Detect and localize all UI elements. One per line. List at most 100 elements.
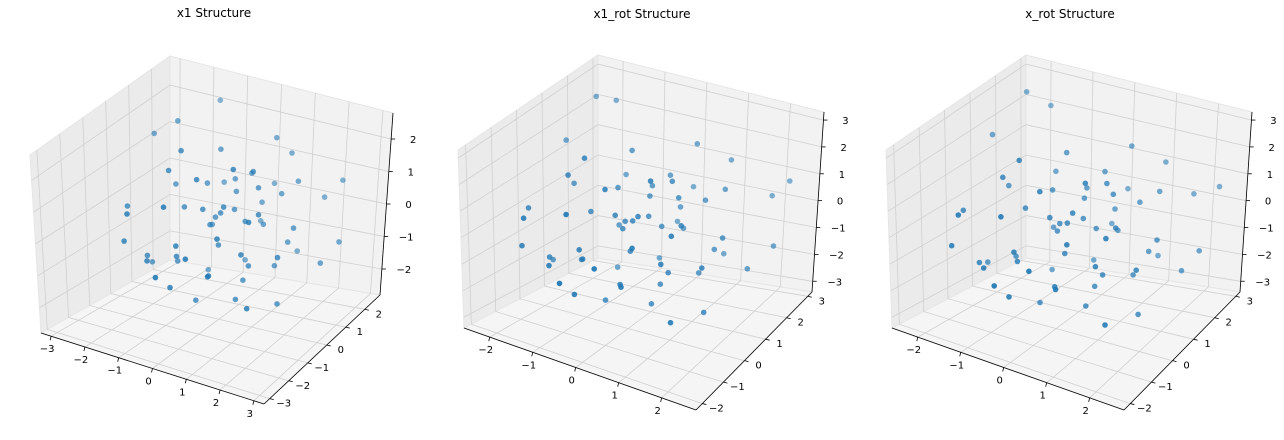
z-gridline [31, 84, 392, 181]
x-tick-label: 2 [654, 406, 660, 417]
z-tick-label: −3 [827, 277, 842, 288]
data-point [1110, 191, 1117, 198]
x-tick-mark [151, 368, 153, 373]
y-gridline [918, 127, 1152, 383]
data-point [1011, 249, 1017, 255]
chart-title: x1_rot Structure [593, 7, 690, 21]
x-tick-mark [49, 336, 52, 341]
data-point [1092, 263, 1099, 270]
x-gridline [219, 101, 350, 391]
data-point [520, 215, 527, 221]
data-point [1080, 215, 1087, 222]
data-point [1135, 311, 1141, 318]
data-point [677, 204, 684, 210]
y-gridline [36, 150, 270, 399]
scatter3d-x1: −3 −2 −1 0 1 2 3 −3 −2 −1 0 1 2 −2 −1 0 1 2 x1 Structure [29, 6, 416, 420]
data-point [250, 168, 257, 175]
y-tick-mark [723, 381, 728, 384]
data-point [1112, 206, 1118, 212]
x-tick-mark [488, 337, 491, 342]
data-point [1103, 235, 1109, 242]
data-point [1145, 248, 1152, 255]
x-tick-label: −2 [478, 345, 493, 356]
y-gridline [105, 101, 327, 346]
data-point [989, 131, 996, 138]
y-tick-mark [288, 380, 293, 383]
data-point [1099, 272, 1106, 278]
y-tick-mark [1151, 381, 1156, 384]
data-point [550, 256, 556, 263]
data-point [602, 297, 609, 303]
y-gridline [1020, 58, 1236, 297]
y-gridline [893, 144, 1131, 404]
y-axis-line [1123, 291, 1241, 411]
y-tick-label: 0 [755, 361, 761, 372]
x-gridline [917, 61, 1052, 338]
data-point [205, 266, 212, 273]
data-point [274, 254, 281, 261]
data-point [124, 203, 131, 209]
data-point [204, 180, 211, 186]
x-tick-label: 0 [569, 375, 575, 386]
z-gridline [458, 63, 824, 159]
x-tick-label: −2 [906, 345, 921, 356]
data-point [1178, 267, 1185, 274]
y-tick-label: 1 [776, 339, 782, 350]
z-gridline [35, 157, 387, 245]
y-tick-label: −1 [1158, 382, 1173, 393]
y-tick-label: 3 [819, 296, 825, 307]
data-point [593, 93, 599, 100]
x-tick-label: −3 [40, 344, 55, 355]
data-point [238, 252, 244, 258]
data-point [678, 223, 684, 229]
data-point [290, 225, 297, 231]
data-point [668, 233, 675, 240]
data-point [317, 260, 324, 266]
x-gridline [186, 93, 316, 380]
data-point [1064, 242, 1070, 248]
chart-title: x1 Structure [177, 6, 251, 20]
data-point [1023, 89, 1030, 95]
y-tick-mark [807, 295, 812, 298]
x-tick-label: 1 [179, 387, 185, 398]
x-gridline [1046, 92, 1178, 384]
data-point [221, 179, 227, 185]
z-tick-label: 0 [405, 200, 411, 211]
data-point [173, 253, 180, 260]
data-point [1082, 180, 1089, 187]
data-point [629, 147, 635, 154]
y-gridline [82, 117, 308, 364]
z-tick-label: 0 [837, 197, 843, 208]
data-point [144, 258, 150, 264]
chart-panel-x-rot: −2 −1 0 1 2 −2 −1 0 1 2 3 −3 −2 −1 0 1 2 3 x_rot Structure [856, 0, 1284, 440]
y-tick-label: 0 [1183, 361, 1189, 372]
data-point [622, 218, 628, 225]
y-tick-mark [269, 398, 274, 401]
data-point [1154, 237, 1160, 243]
data-point [240, 277, 246, 284]
data-point [719, 235, 726, 241]
data-point [658, 223, 665, 230]
data-point [565, 172, 571, 178]
data-point [721, 250, 727, 257]
data-point [245, 263, 252, 269]
data-point [667, 319, 674, 326]
data-point [579, 256, 586, 262]
z-gridline [891, 245, 1241, 318]
data-point [259, 199, 265, 205]
y-gridline [151, 68, 365, 310]
data-point [647, 178, 654, 184]
data-point [699, 265, 705, 271]
data-point [657, 281, 664, 288]
x-tick-mark [1045, 382, 1048, 387]
y-axis-line [695, 291, 813, 411]
data-point [200, 206, 206, 213]
data-point [243, 305, 250, 312]
y-tick-label: 2 [1226, 318, 1232, 329]
y-tick-mark [1172, 360, 1177, 363]
data-point [167, 284, 173, 291]
data-point [321, 194, 328, 200]
z-tick-label: 3 [1270, 116, 1276, 127]
x-gridline [618, 92, 750, 384]
data-point [242, 257, 248, 263]
